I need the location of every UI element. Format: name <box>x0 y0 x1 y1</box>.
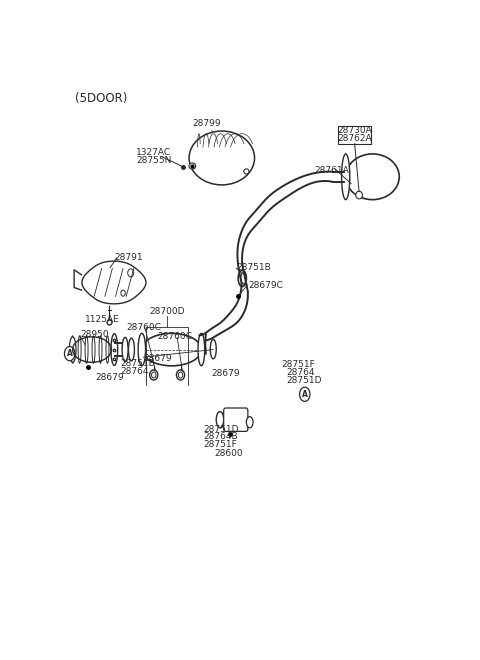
Text: A: A <box>302 390 308 399</box>
Text: 28730A: 28730A <box>337 127 372 135</box>
Text: 28762A: 28762A <box>337 134 372 143</box>
Ellipse shape <box>241 273 246 284</box>
FancyBboxPatch shape <box>224 408 248 432</box>
Text: 1125AE: 1125AE <box>85 315 120 323</box>
Ellipse shape <box>78 336 81 363</box>
Text: 28600: 28600 <box>215 449 243 458</box>
Text: 28679: 28679 <box>144 354 172 363</box>
Ellipse shape <box>210 339 216 359</box>
Ellipse shape <box>69 337 76 362</box>
Ellipse shape <box>150 370 158 380</box>
Text: 28764: 28764 <box>286 368 315 378</box>
Text: 28700D: 28700D <box>149 308 185 317</box>
Polygon shape <box>82 261 146 304</box>
Ellipse shape <box>216 412 224 428</box>
Text: A: A <box>67 349 72 358</box>
Ellipse shape <box>177 370 185 380</box>
Text: 28764B: 28764B <box>203 432 238 442</box>
Text: 28679: 28679 <box>96 373 124 382</box>
Text: 28764: 28764 <box>120 367 149 376</box>
Circle shape <box>64 346 75 361</box>
Text: 28950: 28950 <box>81 330 109 339</box>
Ellipse shape <box>122 337 128 362</box>
Text: 28755N: 28755N <box>136 156 172 165</box>
Ellipse shape <box>129 338 134 361</box>
Ellipse shape <box>356 191 362 199</box>
Text: 28751D: 28751D <box>203 425 239 434</box>
Text: 28751B: 28751B <box>237 263 272 272</box>
Ellipse shape <box>240 413 245 426</box>
Text: 28760C: 28760C <box>157 332 192 341</box>
Circle shape <box>300 387 310 401</box>
Ellipse shape <box>92 336 95 363</box>
Ellipse shape <box>189 163 196 169</box>
Text: 28799: 28799 <box>192 119 221 131</box>
Ellipse shape <box>111 334 118 366</box>
Text: 28751B: 28751B <box>120 359 156 368</box>
Ellipse shape <box>238 271 246 286</box>
Ellipse shape <box>106 336 109 363</box>
Ellipse shape <box>178 372 183 378</box>
Ellipse shape <box>189 131 254 185</box>
Circle shape <box>128 269 134 277</box>
Text: 28751F: 28751F <box>203 440 237 449</box>
Circle shape <box>121 290 125 296</box>
Ellipse shape <box>85 336 88 363</box>
Ellipse shape <box>138 333 145 366</box>
Ellipse shape <box>244 169 249 174</box>
Ellipse shape <box>198 333 204 366</box>
Ellipse shape <box>342 154 350 199</box>
Bar <box>338 126 371 144</box>
Text: 28761A: 28761A <box>315 166 349 175</box>
Text: 28679: 28679 <box>212 370 240 378</box>
Text: 28791: 28791 <box>114 253 143 261</box>
Text: 28760C: 28760C <box>126 323 161 332</box>
Text: 1327AC: 1327AC <box>136 148 171 157</box>
Ellipse shape <box>71 336 74 363</box>
Text: 28751F: 28751F <box>281 360 315 370</box>
Text: 28679C: 28679C <box>248 280 283 290</box>
Text: (5DOOR): (5DOOR) <box>75 92 127 105</box>
Ellipse shape <box>246 416 253 428</box>
Ellipse shape <box>152 372 156 378</box>
Ellipse shape <box>142 333 202 366</box>
Text: 28751D: 28751D <box>286 376 322 385</box>
Ellipse shape <box>99 336 102 363</box>
Ellipse shape <box>346 154 399 199</box>
